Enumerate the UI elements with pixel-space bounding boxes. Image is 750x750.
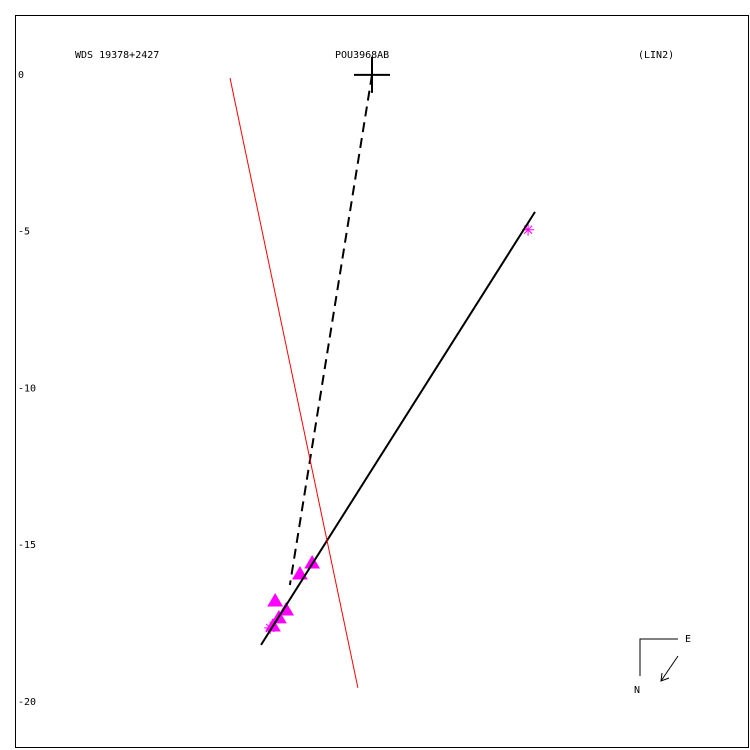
point-triangle xyxy=(304,555,321,569)
y-tick-label: -10 xyxy=(18,383,36,394)
y-tick-label: -15 xyxy=(18,540,36,551)
compass-east: E xyxy=(685,634,691,645)
y-tick-label: -20 xyxy=(18,697,36,708)
point-triangle xyxy=(292,566,308,580)
fit-line xyxy=(288,74,373,586)
compass-north: N xyxy=(634,685,640,696)
point-triangle xyxy=(267,592,284,607)
chart-subtitle: POU3968AB xyxy=(335,50,389,61)
point-asterisk xyxy=(522,223,535,236)
chart-title: WDS 19378+2427 xyxy=(75,50,159,61)
compass-arrowhead xyxy=(660,672,670,682)
annotation: (LIN2) xyxy=(638,50,674,61)
fit-line xyxy=(260,211,536,646)
compass: E N xyxy=(634,634,691,696)
point-plus xyxy=(354,56,390,93)
point-asterisk xyxy=(264,621,277,634)
compass-axes xyxy=(639,638,678,676)
y-tick-label: -5 xyxy=(18,227,30,238)
compass-arrow xyxy=(660,655,679,682)
plot-frame xyxy=(15,15,749,748)
fit-line xyxy=(229,77,359,688)
y-tick-label: 0 xyxy=(18,70,24,81)
